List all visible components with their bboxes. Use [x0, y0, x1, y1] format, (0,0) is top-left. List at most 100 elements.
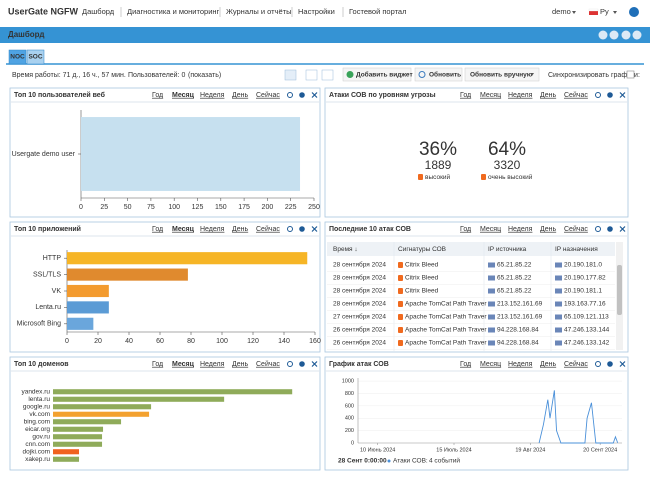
- period-link[interactable]: Сейчас: [564, 225, 588, 233]
- period-link[interactable]: Месяц: [172, 92, 195, 99]
- add-button[interactable]: [342, 67, 412, 82]
- period-link[interactable]: День: [540, 361, 556, 368]
- refresh-button[interactable]: [414, 67, 463, 82]
- tab-label[interactable]: SOC: [28, 54, 42, 61]
- settings-icon[interactable]: [607, 361, 613, 367]
- settings-icon[interactable]: [299, 361, 305, 367]
- x-tick-label: 50: [124, 204, 132, 211]
- show-link[interactable]: (показать): [188, 72, 221, 79]
- close-icon[interactable]: [311, 361, 318, 367]
- refresh-icon[interactable]: [595, 226, 601, 232]
- flag-icon: [555, 275, 562, 281]
- period-link[interactable]: Год: [460, 226, 471, 233]
- refresh-icon[interactable]: [595, 361, 601, 367]
- user-menu[interactable]: demo: [552, 7, 571, 16]
- period-link[interactable]: Сейчас: [256, 225, 280, 233]
- period-link[interactable]: Год: [460, 92, 471, 99]
- refresh-select[interactable]: [464, 67, 540, 82]
- x-tick-label: 100: [216, 338, 228, 345]
- header-icon[interactable]: [632, 30, 642, 40]
- category-label: lenta.ru: [28, 396, 50, 403]
- x-tick-label: 120: [247, 338, 259, 345]
- refresh-icon[interactable]: [287, 226, 293, 232]
- close-icon[interactable]: [311, 226, 318, 232]
- y-tick-label: 600: [345, 403, 354, 409]
- help-icon[interactable]: [629, 7, 639, 17]
- flag-icon: [488, 301, 495, 307]
- y-tick-label: 1000: [342, 379, 354, 385]
- header-icon[interactable]: [621, 30, 631, 40]
- tab-label[interactable]: NOC: [10, 54, 25, 61]
- settings-icon[interactable]: [299, 92, 305, 98]
- cell-time: 28 сентября 2024: [333, 274, 386, 282]
- view-icon[interactable]: [284, 69, 297, 81]
- x-tick-label: 250: [308, 204, 320, 211]
- period-link[interactable]: Год: [152, 92, 163, 99]
- period-link[interactable]: Сейчас: [564, 91, 588, 99]
- cell-ip-destination: 47.246.133.142: [564, 340, 610, 347]
- period-link[interactable]: Неделя: [508, 226, 533, 233]
- close-icon[interactable]: [311, 92, 318, 98]
- nav-item[interactable]: Настройки: [298, 7, 335, 16]
- period-link[interactable]: Сейчас: [256, 91, 280, 99]
- header-icon[interactable]: [609, 30, 619, 40]
- period-link[interactable]: День: [540, 226, 556, 233]
- period-link[interactable]: Год: [460, 361, 471, 368]
- close-icon[interactable]: [619, 226, 626, 232]
- period-link[interactable]: Месяц: [172, 361, 195, 368]
- refresh-icon[interactable]: [287, 92, 293, 98]
- close-icon[interactable]: [619, 361, 626, 367]
- period-link[interactable]: Сейчас: [256, 360, 280, 368]
- period-link[interactable]: Неделя: [508, 92, 533, 99]
- widget-title: Последние 10 атак СОВ: [329, 226, 411, 233]
- bar: [67, 301, 109, 314]
- cell-signature: Citrix Bleed: [405, 288, 439, 295]
- bar: [67, 268, 188, 281]
- x-tick-label: 100: [168, 204, 180, 211]
- period-link[interactable]: Год: [152, 361, 163, 368]
- period-link[interactable]: Месяц: [480, 92, 501, 99]
- period-link[interactable]: День: [540, 92, 556, 99]
- footer-time: 28 Сент 0:00:00: [338, 458, 387, 465]
- nav-item[interactable]: Диагностика и мониторинг: [127, 7, 220, 16]
- period-link[interactable]: Год: [152, 226, 163, 233]
- category-label: eicar.org: [25, 426, 50, 433]
- scrollbar-thumb[interactable]: [617, 265, 622, 315]
- nav-item[interactable]: Гостевой портал: [349, 7, 406, 16]
- nav-item[interactable]: Дашборд: [82, 7, 115, 16]
- period-link[interactable]: День: [232, 361, 248, 368]
- refresh-icon[interactable]: [287, 361, 293, 367]
- widget: [324, 87, 629, 218]
- caret: [572, 11, 576, 14]
- add-icon: [346, 71, 354, 78]
- view-icon[interactable]: [305, 69, 318, 81]
- add-label[interactable]: Добавить виджет: [356, 71, 413, 79]
- nav-item[interactable]: Журналы и отчёты: [226, 7, 291, 16]
- period-link[interactable]: Неделя: [200, 226, 225, 233]
- refresh-label[interactable]: Обновить: [429, 71, 461, 79]
- period-link[interactable]: Неделя: [508, 361, 533, 368]
- settings-icon[interactable]: [607, 226, 613, 232]
- period-link[interactable]: Неделя: [200, 92, 225, 99]
- refresh-icon[interactable]: [595, 92, 601, 98]
- period-link[interactable]: Месяц: [172, 226, 195, 233]
- period-link[interactable]: Неделя: [200, 361, 225, 368]
- level-count: 1889: [425, 158, 452, 172]
- period-link[interactable]: Сейчас: [564, 360, 588, 368]
- period-link[interactable]: День: [232, 226, 248, 233]
- table-header: [327, 242, 615, 256]
- settings-icon[interactable]: [299, 226, 305, 232]
- header-icon[interactable]: [598, 30, 608, 40]
- settings-icon[interactable]: [607, 92, 613, 98]
- brand: UserGate NGFW: [8, 6, 79, 16]
- lang-menu[interactable]: Ру: [600, 7, 609, 16]
- view-icon[interactable]: [321, 69, 334, 81]
- sync-checkbox[interactable]: [626, 70, 635, 79]
- period-link[interactable]: Месяц: [480, 361, 501, 368]
- period-link[interactable]: Месяц: [480, 226, 501, 233]
- close-icon[interactable]: [619, 92, 626, 98]
- period-link[interactable]: День: [232, 92, 248, 99]
- tab[interactable]: [26, 49, 45, 65]
- tab[interactable]: [8, 49, 27, 65]
- refresh-mode[interactable]: Обновить вручную: [470, 71, 533, 79]
